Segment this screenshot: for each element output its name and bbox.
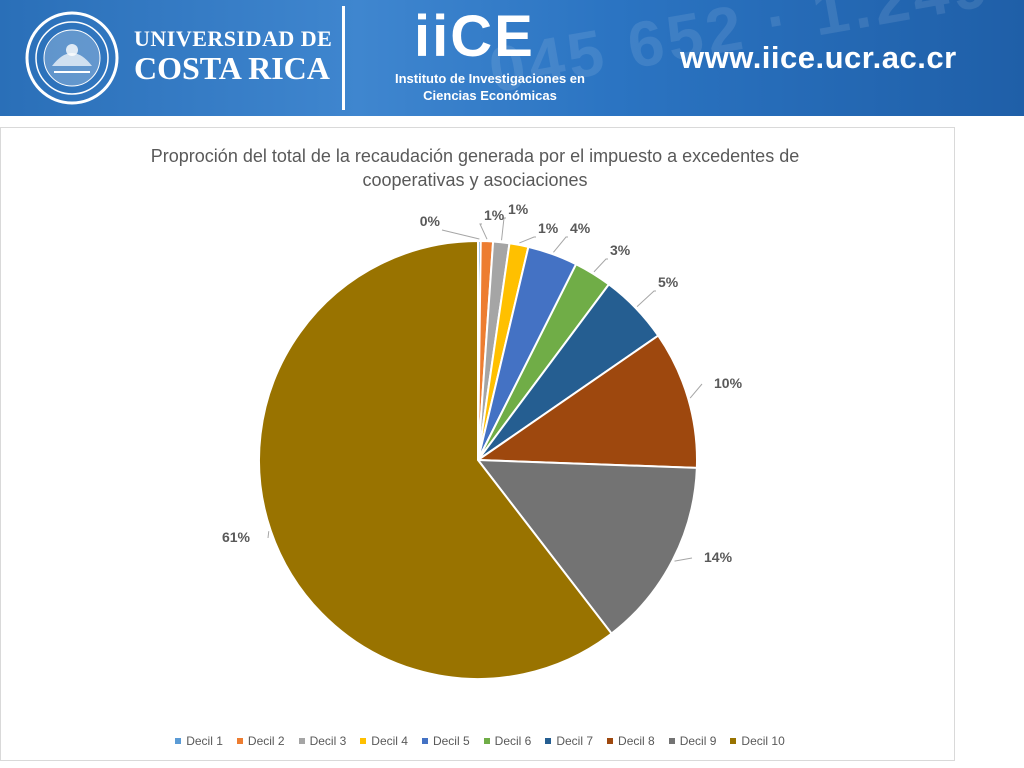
data-label-decil-7: 5% — [658, 274, 679, 290]
leader-lines — [267, 217, 703, 562]
legend-item-decil-5: Decil 5 — [421, 734, 470, 748]
website-url[interactable]: www.iice.ucr.ac.cr — [680, 40, 957, 75]
data-labels: 0% 1% 1%1% 4%3%5%10%14%61% — [222, 201, 743, 565]
legend-swatch — [236, 738, 243, 744]
iice-logo: iiCE — [414, 4, 535, 69]
legend-label: Decil 7 — [556, 734, 594, 748]
pie-slice-decil-9 — [475, 458, 698, 635]
data-label-decil-5: 4% — [570, 220, 591, 236]
legend-swatch — [607, 738, 614, 744]
pie-slice-decil-10 — [258, 239, 613, 680]
legend-swatch — [545, 738, 552, 744]
legend-swatch — [668, 738, 675, 744]
legend-item-decil-6: Decil 6 — [483, 734, 532, 748]
leader-line — [674, 557, 693, 562]
legend-label: Decil 5 — [432, 734, 470, 748]
legend-item-decil-9: Decil 9 — [668, 734, 717, 748]
institute-name-line1: Instituto de Investigaciones en — [395, 71, 585, 86]
leader-line — [519, 236, 536, 244]
data-label-decil-1: 0% — [420, 213, 441, 229]
legend-label: Decil 2 — [247, 734, 285, 748]
legend-swatch — [298, 738, 305, 744]
leader-line — [593, 258, 608, 273]
legend-swatch — [175, 738, 182, 744]
data-label-decil-2: 1% — [484, 207, 505, 223]
pie-slices — [258, 239, 698, 680]
legend-swatch — [360, 738, 367, 744]
legend-swatch — [421, 738, 428, 744]
data-label-decil-6: 3% — [610, 242, 631, 258]
chart-title: Proproción del total de la recaudación g… — [150, 146, 800, 190]
legend-item-decil-8: Decil 8 — [607, 734, 655, 748]
university-seal-icon — [25, 11, 119, 105]
pie-slice-decil-8 — [474, 334, 698, 469]
legend-item-decil-10: Decil 10 — [730, 734, 785, 748]
data-label-decil-9: 14% — [704, 549, 733, 565]
leader-line — [479, 223, 488, 240]
legend-label: Decil 8 — [618, 734, 655, 748]
legend-label: Decil 1 — [186, 734, 223, 748]
data-label-decil-10: 61% — [222, 529, 251, 545]
leader-line — [553, 236, 568, 253]
legend-item-decil-2: Decil 2 — [236, 734, 285, 748]
legend-item-decil-1: Decil 1 — [175, 734, 223, 748]
legend-label: Decil 4 — [371, 734, 408, 748]
legend-label: Decil 3 — [309, 734, 347, 748]
chart-legend: Decil 1 Decil 2 Decil 3 Decil 4 Decil 5 Decil… — [0, 734, 960, 748]
leader-line — [636, 290, 656, 307]
university-name-line2: COSTA RICA — [134, 50, 330, 86]
leader-line — [689, 383, 703, 399]
data-label-decil-8: 10% — [714, 375, 743, 391]
legend-label: Decil 6 — [494, 734, 532, 748]
legend-item-decil-7: Decil 7 — [545, 734, 593, 748]
leader-line — [441, 229, 480, 240]
institute-name-line2: Ciencias Económicas — [423, 88, 557, 103]
header-divider — [342, 6, 345, 110]
legend-item-decil-4: Decil 4 — [360, 734, 408, 748]
legend-swatch — [483, 738, 490, 744]
leader-line — [501, 217, 506, 241]
legend-item-decil-3: Decil 3 — [298, 734, 347, 748]
leader-line — [267, 531, 270, 539]
legend-label: Decil 9 — [679, 734, 717, 748]
legend-label: Decil 10 — [741, 734, 785, 748]
university-name-line1: UNIVERSIDAD DE — [134, 26, 333, 51]
data-label-decil-4: 1% — [538, 220, 559, 236]
data-label-decil-3: 1% — [508, 201, 529, 217]
university-name: UNIVERSIDAD DE COSTA RICA — [134, 26, 333, 86]
institute-name: Instituto de Investigaciones en Ciencias… — [374, 70, 606, 104]
header-banner: 045 652 · 1.249 UNIVERSIDAD DE COSTA RIC… — [0, 0, 1024, 116]
legend-swatch — [730, 738, 737, 744]
